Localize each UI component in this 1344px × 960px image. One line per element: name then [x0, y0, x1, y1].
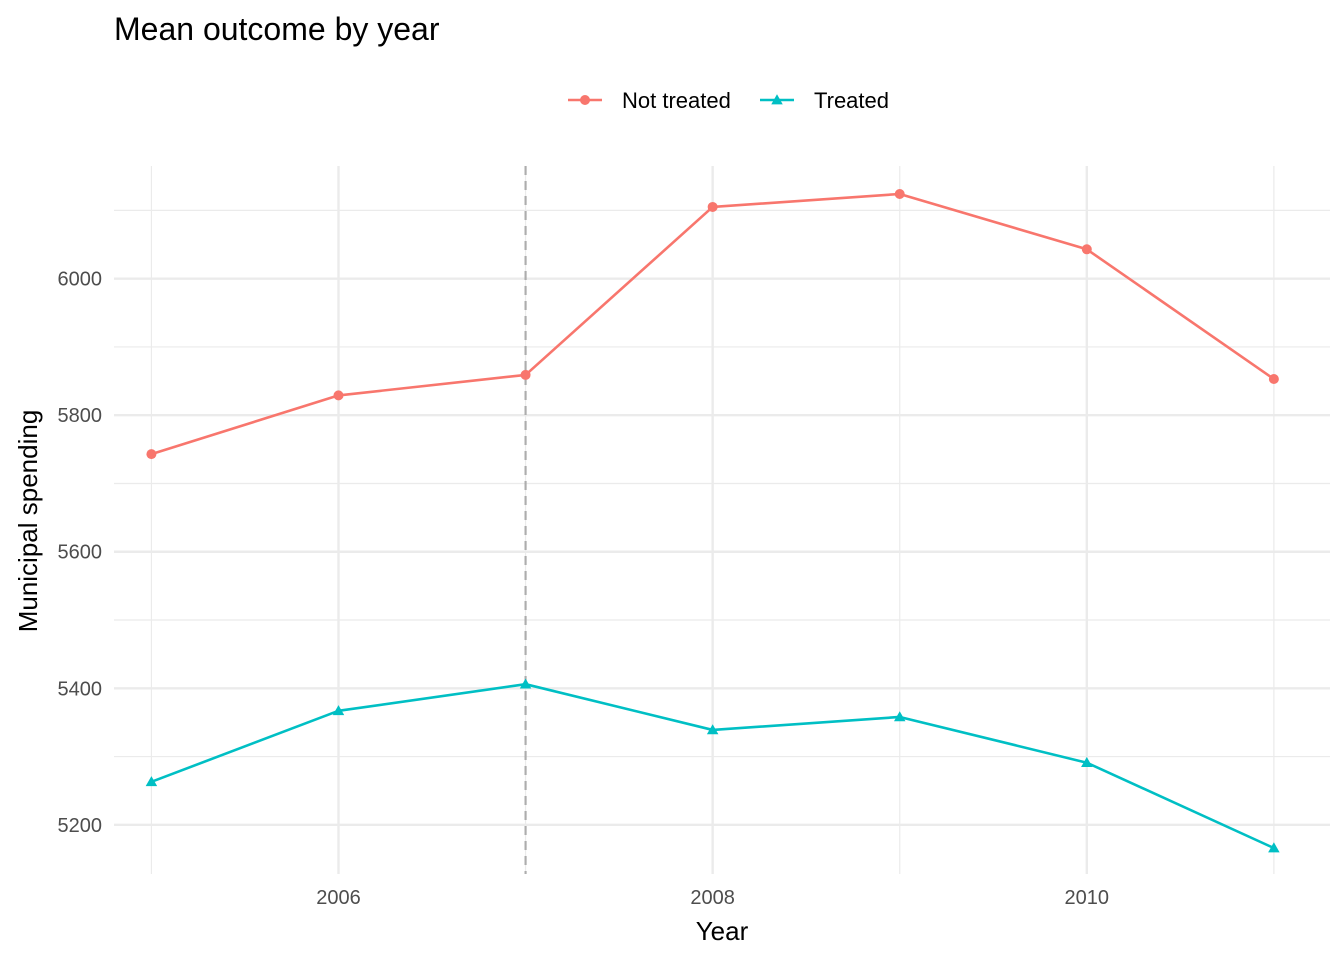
x-tick-label: 2008	[690, 887, 735, 909]
y-tick-label: 5200	[58, 815, 103, 837]
legend-item: Treated	[760, 88, 889, 113]
series-group	[145, 188, 1280, 853]
legend: Not treated Treated	[568, 88, 889, 113]
data-point	[894, 188, 905, 199]
y-tick-label: 5600	[58, 542, 103, 564]
legend-label: Treated	[814, 88, 889, 113]
data-point	[1081, 756, 1093, 768]
data-point	[145, 776, 158, 787]
data-point	[1081, 244, 1092, 255]
series-treated	[145, 678, 1280, 853]
legend-swatch-marker	[580, 95, 590, 105]
data-point	[333, 390, 344, 401]
data-point	[332, 705, 345, 716]
legend-label: Not treated	[622, 88, 731, 113]
series-not-treated	[146, 188, 1279, 460]
data-point	[146, 449, 157, 460]
data-point	[893, 711, 906, 722]
chart-title: Mean outcome by year	[114, 11, 440, 47]
y-tick-label: 5400	[58, 678, 103, 700]
data-point	[706, 724, 719, 735]
y-axis-title: Municipal spending	[13, 410, 43, 633]
tick-labels: 5200 5400 5600 5800 6000 2006 2008 2010	[58, 269, 1110, 909]
data-point	[1268, 842, 1280, 853]
data-point	[520, 369, 531, 380]
x-tick-label: 2006	[316, 887, 361, 909]
y-tick-label: 5800	[58, 405, 103, 427]
data-point	[707, 201, 718, 212]
data-point	[1268, 374, 1279, 385]
x-axis-title: Year	[696, 916, 749, 946]
grid	[114, 166, 1330, 874]
x-tick-label: 2010	[1065, 887, 1110, 909]
data-point	[519, 678, 532, 689]
legend-item: Not treated	[568, 88, 731, 113]
legend-swatch-marker	[771, 94, 783, 105]
y-tick-label: 6000	[58, 269, 103, 291]
